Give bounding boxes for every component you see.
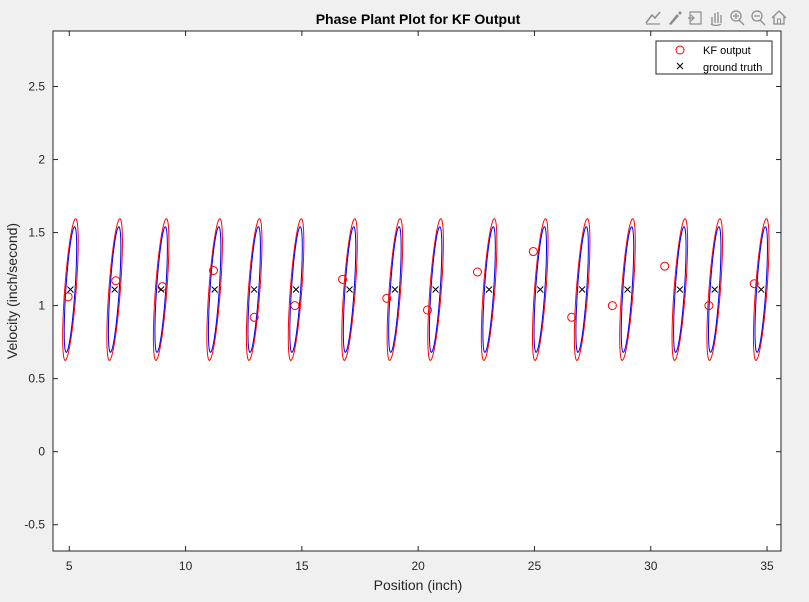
legend-truth-marker xyxy=(676,62,684,70)
ellipse-inner-1 xyxy=(107,226,122,353)
ellipse-inner-12 xyxy=(620,226,635,353)
legend: KF output ground truth xyxy=(655,40,773,75)
x-tick-label: 10 xyxy=(179,559,193,573)
ellipse-inner-11 xyxy=(575,226,589,353)
y-tick-label: 2.5 xyxy=(28,80,45,94)
y-tick-label: 1.5 xyxy=(28,226,45,240)
kf-output-point xyxy=(249,312,259,322)
ground-truth-point xyxy=(578,286,586,293)
ellipse-inner-9 xyxy=(482,226,496,353)
ground-truth-point xyxy=(757,286,765,293)
legend-box xyxy=(655,40,773,75)
ellipse-outer-11 xyxy=(573,218,591,361)
ground-truth-point xyxy=(624,286,631,293)
y-tick-label: 1 xyxy=(38,299,45,313)
ellipse-outer-5 xyxy=(287,218,305,361)
kf-output-point xyxy=(338,274,348,284)
ellipse-inner-4 xyxy=(247,226,261,353)
data-markers xyxy=(63,247,765,322)
ellipse-inner-8 xyxy=(428,226,443,353)
kf-output-point xyxy=(422,305,432,315)
ellipse-outer-7 xyxy=(386,218,404,361)
data-tips-icon[interactable] xyxy=(643,9,662,26)
ellipse-outer-13 xyxy=(671,218,689,361)
kf-output-point xyxy=(567,312,577,322)
y-tick-label: 0.5 xyxy=(28,372,45,386)
ellipse-inner-13 xyxy=(673,226,687,353)
x-tick-label: 30 xyxy=(644,559,658,573)
legend-kf-label: KF output xyxy=(703,45,751,57)
ground-truth-point xyxy=(536,286,544,293)
ellipse-outer-12 xyxy=(619,218,636,361)
x-tick-label: 35 xyxy=(760,559,774,573)
ground-truth-point xyxy=(676,286,684,293)
ellipse-inner-6 xyxy=(342,226,357,353)
kf-output-point xyxy=(660,261,670,271)
ellipse-outer-3 xyxy=(206,218,223,361)
ellipse-outer-15 xyxy=(752,218,770,361)
ellipse-inner-7 xyxy=(388,226,402,353)
brush-icon[interactable] xyxy=(664,9,683,26)
ground-truth-point xyxy=(211,286,219,293)
ellipse-inner-2 xyxy=(154,226,168,353)
ground-truth-point xyxy=(432,286,439,293)
ellipse-outer-0 xyxy=(62,218,79,361)
zoom-in-icon[interactable] xyxy=(727,9,746,26)
ellipse-outer-8 xyxy=(427,218,444,361)
pan-icon[interactable] xyxy=(706,9,725,26)
chart-title: Phase Plant Plot for KF Output xyxy=(316,11,521,27)
x-axis-label: Position (inch) xyxy=(374,577,463,593)
ellipse-inner-15 xyxy=(754,226,768,353)
y-tick-label: -0.5 xyxy=(24,518,45,532)
ground-truth-point xyxy=(111,286,118,293)
axis-ticks: 5 10 15 20 25 30 35 -0.5 0 0.5 1 1.5 2 2.5 xyxy=(24,31,781,573)
export-icon[interactable] xyxy=(685,9,704,26)
y-tick-label: 2 xyxy=(38,153,45,167)
ellipse-outer-9 xyxy=(480,218,498,361)
x-tick-label: 25 xyxy=(528,559,542,573)
kf-output-point xyxy=(607,301,617,311)
ground-truth-point xyxy=(711,286,719,293)
kf-output-point xyxy=(290,301,300,311)
ellipse-inner-3 xyxy=(207,226,222,353)
ellipse-inner-14 xyxy=(707,226,722,353)
kf-output-point xyxy=(704,301,714,311)
ellipse-inner-10 xyxy=(533,226,547,353)
ground-truth-point xyxy=(157,286,165,293)
ground-truth-point xyxy=(67,286,74,293)
ellipse-outer-1 xyxy=(106,218,123,361)
ellipse-outer-14 xyxy=(706,218,723,361)
ellipse-outer-2 xyxy=(152,218,170,361)
ellipse-outer-10 xyxy=(532,218,549,361)
kf-output-point xyxy=(208,266,218,276)
ellipse-outer-4 xyxy=(245,218,263,361)
x-tick-label: 20 xyxy=(411,559,425,573)
y-tick-label: 0 xyxy=(38,445,45,459)
plot-background xyxy=(52,30,782,552)
ground-truth-point xyxy=(292,286,300,293)
kf-output-point xyxy=(749,279,759,289)
kf-output-point xyxy=(382,293,392,303)
y-axis-label: Velocity (inch/second) xyxy=(4,223,20,359)
ground-truth-point xyxy=(346,286,353,293)
figure-toolbar xyxy=(643,9,788,26)
ellipse-inner-0 xyxy=(63,226,78,353)
ground-truth-point xyxy=(485,286,493,293)
ellipse-inner-5 xyxy=(289,226,303,353)
ground-truth-point xyxy=(391,286,399,293)
kf-output-point xyxy=(63,292,73,302)
x-tick-label: 5 xyxy=(66,559,73,573)
legend-kf-marker xyxy=(675,45,685,55)
ellipse-outer-6 xyxy=(341,218,358,361)
kf-output-point xyxy=(472,267,482,277)
zoom-out-icon[interactable] xyxy=(748,9,767,26)
legend-truth-label: ground truth xyxy=(703,62,762,74)
covariance-ellipses xyxy=(62,218,770,361)
ground-truth-point xyxy=(250,286,258,293)
kf-output-point xyxy=(528,247,538,257)
home-icon[interactable] xyxy=(769,9,788,26)
kf-output-point xyxy=(111,276,121,286)
x-tick-label: 15 xyxy=(295,559,309,573)
